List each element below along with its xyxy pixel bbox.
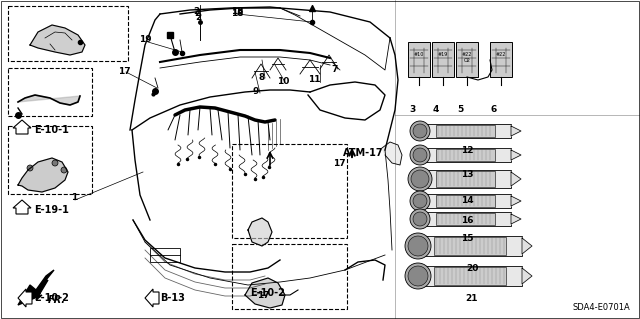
Bar	[416, 124, 511, 138]
Bar	[232, 144, 347, 238]
Text: #19: #19	[438, 52, 448, 57]
Bar	[408, 42, 430, 77]
Text: 6: 6	[491, 106, 497, 115]
Text: 16: 16	[461, 216, 473, 225]
Polygon shape	[248, 218, 272, 246]
Circle shape	[413, 148, 427, 162]
Text: 7: 7	[332, 65, 338, 75]
Text: #10: #10	[414, 52, 424, 57]
Polygon shape	[18, 270, 54, 305]
Circle shape	[408, 236, 428, 256]
Bar	[414, 266, 522, 286]
Text: 15: 15	[461, 234, 473, 243]
Text: #22: #22	[496, 52, 506, 57]
Circle shape	[413, 194, 427, 208]
Circle shape	[405, 233, 431, 259]
Polygon shape	[18, 158, 68, 192]
Text: E-10-2: E-10-2	[250, 288, 285, 298]
Text: SDA4-E0701A: SDA4-E0701A	[572, 303, 630, 312]
Text: 17: 17	[257, 291, 269, 300]
Text: FR.: FR.	[48, 295, 66, 305]
Circle shape	[410, 121, 430, 141]
Polygon shape	[511, 214, 521, 224]
Circle shape	[410, 209, 430, 229]
Text: 17: 17	[118, 68, 131, 77]
Polygon shape	[30, 25, 85, 55]
Text: 1: 1	[71, 194, 77, 203]
Circle shape	[52, 160, 58, 166]
Bar	[434, 267, 506, 285]
Polygon shape	[145, 289, 159, 307]
Text: 2: 2	[195, 13, 201, 23]
Circle shape	[413, 212, 427, 226]
Text: 4: 4	[433, 106, 439, 115]
Circle shape	[411, 170, 429, 188]
Bar	[456, 42, 478, 77]
Text: E-19-1: E-19-1	[34, 205, 69, 215]
Text: E-10-1: E-10-1	[34, 125, 69, 135]
Text: 13: 13	[461, 170, 473, 179]
Text: ATM-17: ATM-17	[343, 148, 383, 158]
Bar	[416, 148, 511, 162]
Circle shape	[408, 266, 428, 286]
Text: 11: 11	[308, 76, 320, 85]
Bar	[8, 68, 92, 116]
Text: 17: 17	[333, 159, 346, 167]
Bar	[490, 42, 512, 77]
Polygon shape	[13, 200, 31, 214]
Bar	[436, 149, 495, 161]
Bar	[150, 248, 180, 262]
Circle shape	[413, 124, 427, 138]
Circle shape	[408, 167, 432, 191]
Text: 2: 2	[194, 9, 200, 18]
Bar	[432, 42, 454, 77]
Polygon shape	[522, 268, 532, 284]
Polygon shape	[13, 120, 31, 134]
Text: 2: 2	[193, 8, 199, 17]
Bar	[436, 125, 495, 137]
Polygon shape	[511, 172, 521, 186]
Text: #22
O2: #22 O2	[462, 52, 472, 63]
Bar	[8, 6, 128, 61]
Text: 18: 18	[231, 8, 243, 17]
Bar	[434, 237, 506, 255]
Text: E-10-2: E-10-2	[34, 293, 69, 303]
Text: 10: 10	[277, 78, 289, 86]
Polygon shape	[511, 196, 521, 206]
Circle shape	[410, 191, 430, 211]
Text: 8: 8	[259, 73, 265, 83]
Circle shape	[410, 145, 430, 165]
Circle shape	[61, 167, 67, 173]
Polygon shape	[18, 289, 32, 307]
Circle shape	[27, 165, 33, 171]
Text: 5: 5	[457, 106, 463, 115]
Bar	[414, 236, 522, 256]
Bar	[436, 195, 495, 207]
Text: 21: 21	[466, 294, 478, 303]
Polygon shape	[245, 278, 285, 308]
Text: 19: 19	[139, 35, 151, 44]
Polygon shape	[522, 238, 532, 254]
Polygon shape	[511, 150, 521, 160]
Circle shape	[405, 263, 431, 289]
Bar	[416, 194, 511, 208]
Polygon shape	[18, 95, 80, 105]
Polygon shape	[382, 142, 402, 165]
Bar	[436, 171, 495, 187]
Text: 20: 20	[466, 264, 478, 273]
Text: 14: 14	[461, 196, 474, 205]
Bar	[8, 126, 92, 194]
Text: 12: 12	[461, 146, 473, 155]
Text: 18: 18	[231, 9, 243, 18]
Text: 9: 9	[253, 87, 259, 97]
Text: B-13: B-13	[160, 293, 185, 303]
Polygon shape	[511, 126, 521, 136]
Bar	[416, 170, 511, 188]
Bar	[436, 213, 495, 225]
Bar	[232, 244, 347, 309]
Text: 3: 3	[409, 106, 415, 115]
Bar	[416, 212, 511, 226]
